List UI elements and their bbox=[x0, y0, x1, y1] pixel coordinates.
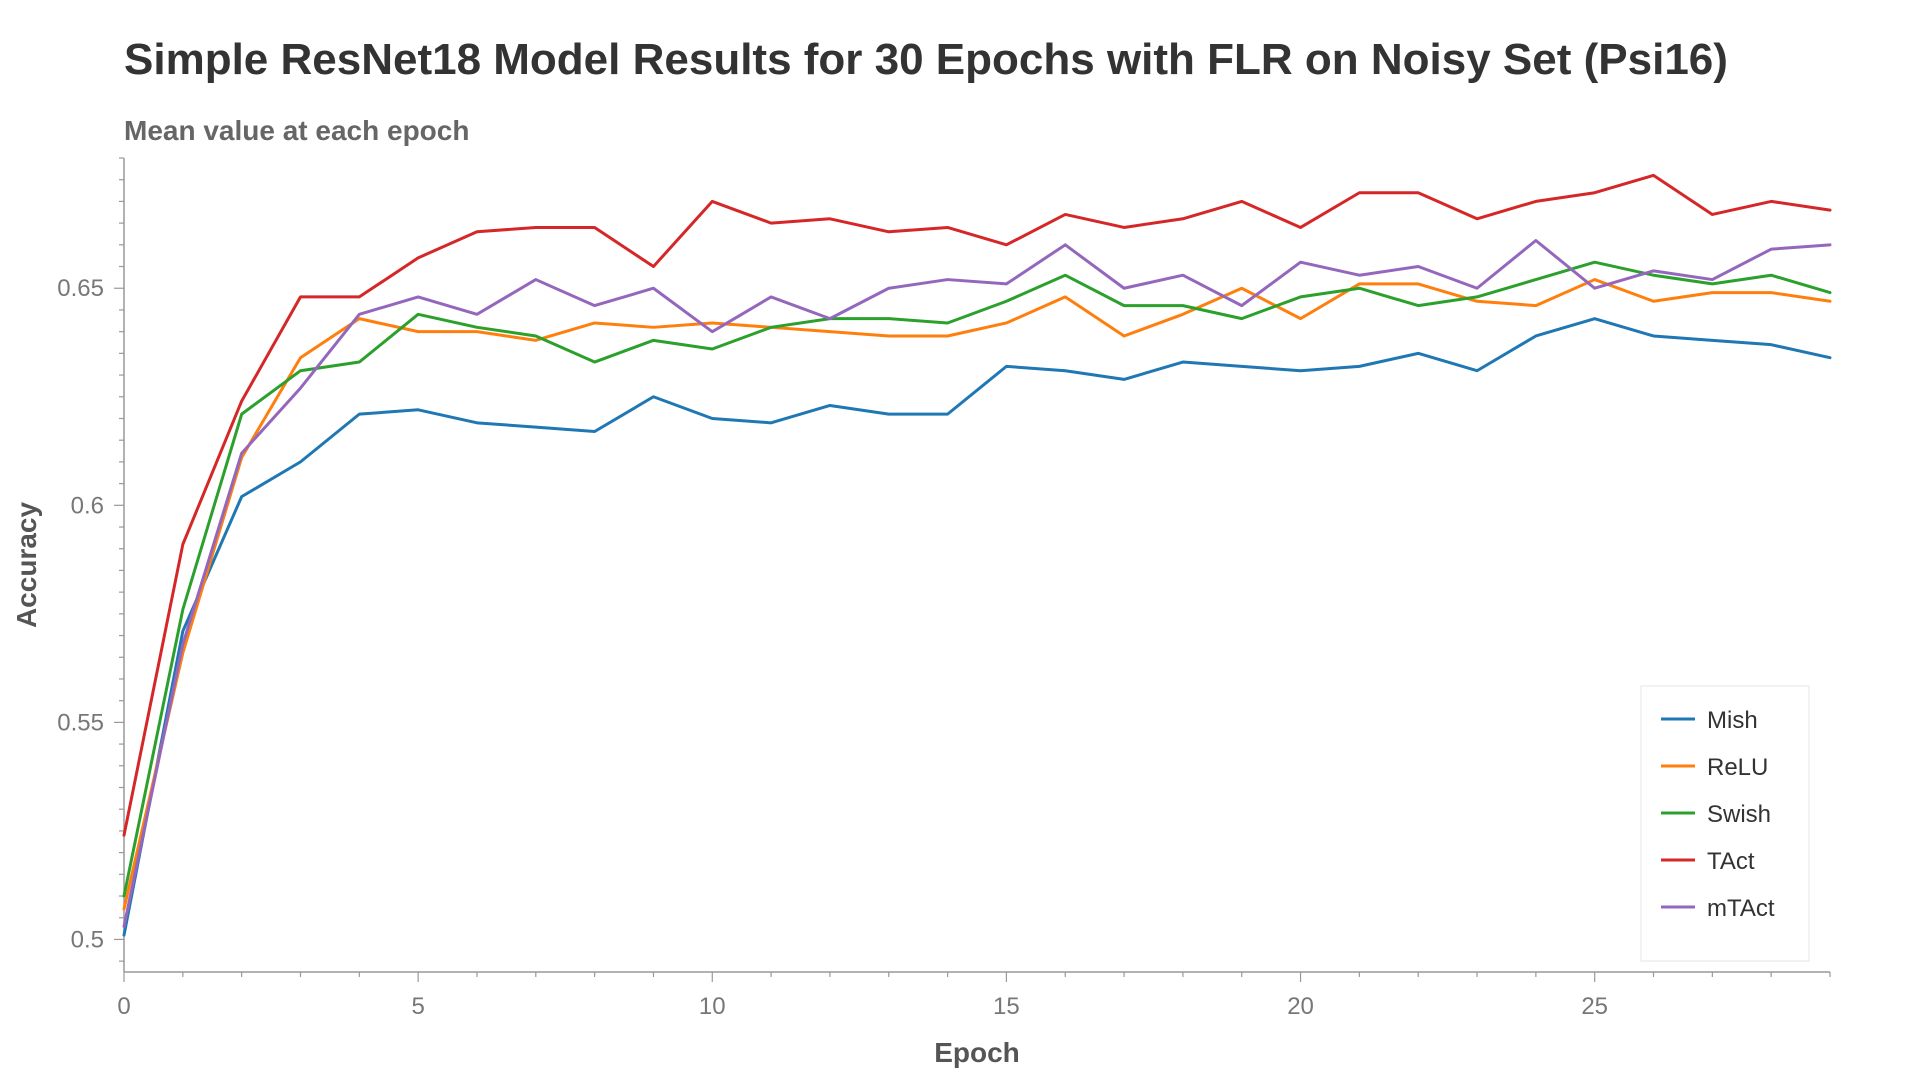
series-line-mtact bbox=[122, 238, 1832, 928]
series-line-tact bbox=[122, 173, 1832, 837]
y-tick-label: 0.65 bbox=[57, 275, 104, 302]
series-line-mish bbox=[122, 317, 1832, 937]
y-axis-title: Accuracy bbox=[11, 502, 42, 629]
y-tick-label: 0.55 bbox=[57, 709, 104, 736]
legend-label-tact: TAct bbox=[1707, 848, 1755, 875]
y-tick-label: 0.5 bbox=[71, 926, 104, 953]
series-line-swish bbox=[122, 260, 1832, 898]
legend-label-swish: Swish bbox=[1707, 801, 1771, 828]
chart-subtitle: Mean value at each epoch bbox=[124, 115, 469, 146]
x-tick-label: 25 bbox=[1581, 993, 1608, 1020]
x-tick-label: 5 bbox=[411, 993, 424, 1020]
legend-label-relu: ReLU bbox=[1707, 754, 1768, 781]
y-tick-label: 0.6 bbox=[71, 492, 104, 519]
series-line-relu bbox=[122, 278, 1832, 911]
x-tick-label: 20 bbox=[1287, 993, 1314, 1020]
legend: Mish ReLU Swish TAct mTAct bbox=[1640, 685, 1810, 962]
x-axis-title: Epoch bbox=[934, 1037, 1020, 1068]
tick-labels: 0 5 10 15 20 25 0.5 0.55 0.6 0.65 bbox=[57, 275, 1608, 1020]
legend-label-mish: Mish bbox=[1707, 707, 1758, 734]
legend-label-mtact: mTAct bbox=[1707, 895, 1775, 922]
series-lines bbox=[122, 173, 1832, 937]
x-tick-label: 0 bbox=[117, 993, 130, 1020]
x-tick-label: 10 bbox=[699, 993, 726, 1020]
chart-title: Simple ResNet18 Model Results for 30 Epo… bbox=[124, 35, 1728, 84]
x-tick-label: 15 bbox=[993, 993, 1020, 1020]
legend-box bbox=[1640, 685, 1810, 962]
